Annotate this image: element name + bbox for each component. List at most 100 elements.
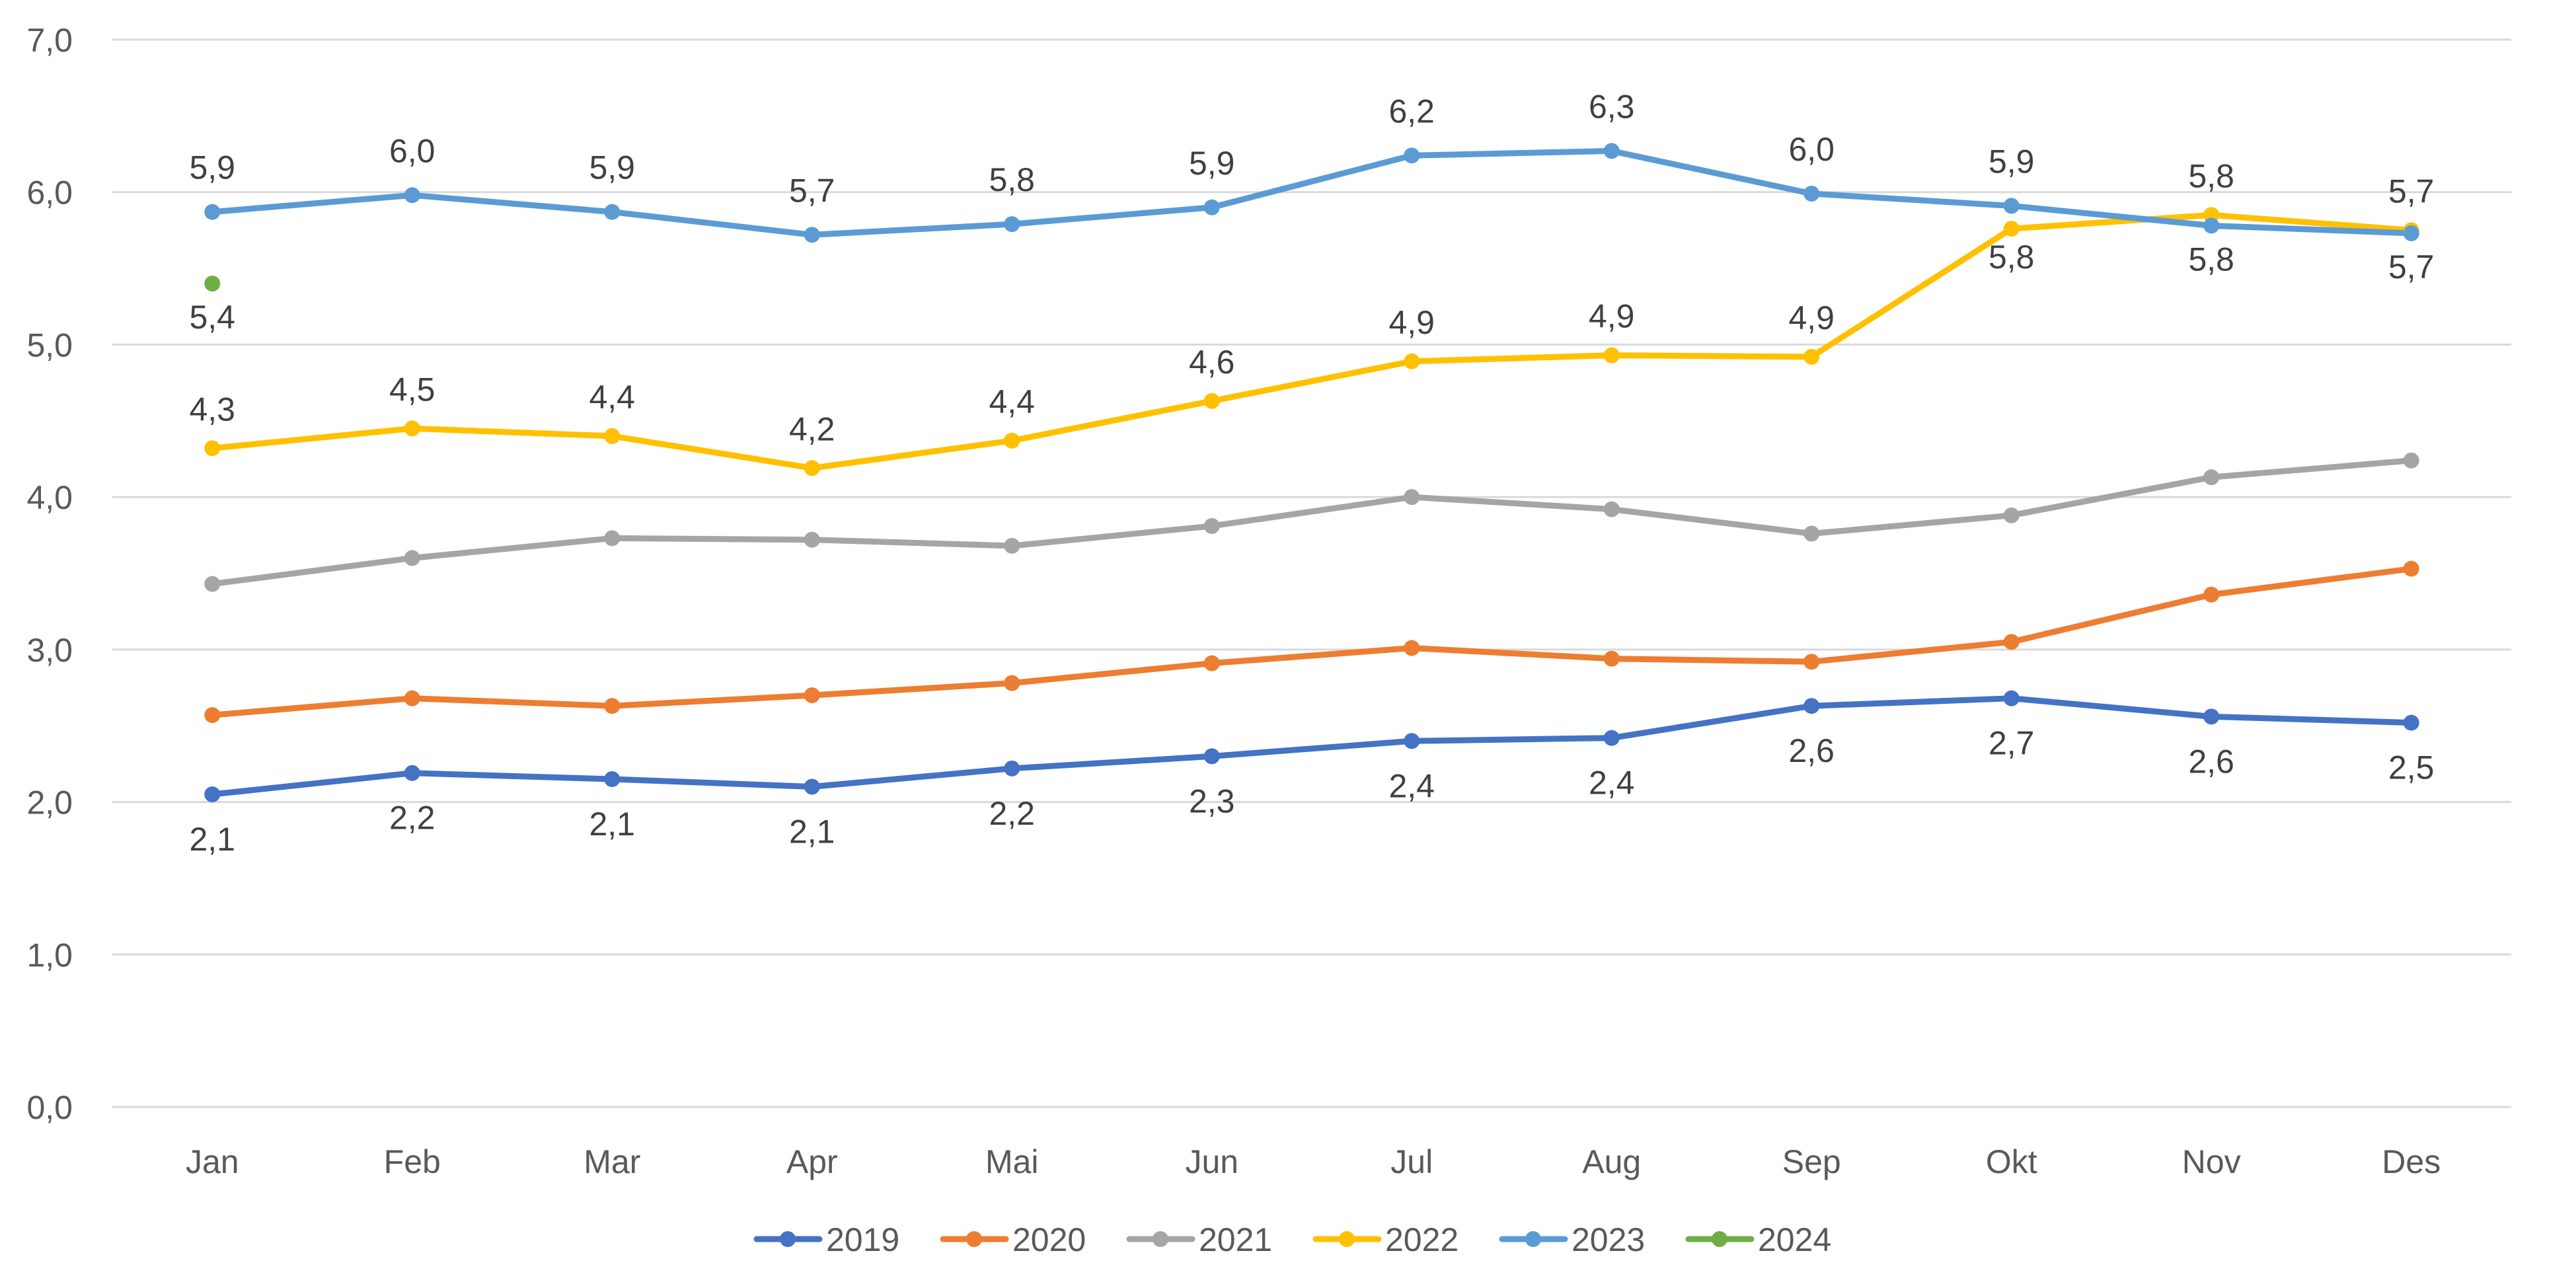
data-point-2020-Apr	[804, 687, 820, 704]
y-axis: 0,0 1,0 2,0 3,0 4,0 5,0 6,0 7,0	[26, 22, 73, 1126]
data-point-2022-Feb	[404, 420, 420, 437]
data-label-2019-Nov: 2,6	[2188, 743, 2234, 780]
legend-swatch-marker-2020	[966, 1231, 982, 1247]
data-point-2023-Sep	[1803, 186, 1820, 202]
y-tick-label: 4,0	[26, 479, 73, 516]
data-label-2019-Feb: 2,2	[389, 800, 436, 837]
data-point-2020-Aug	[1603, 650, 1620, 667]
data-point-2020-Feb	[404, 690, 420, 706]
data-point-2021-Feb	[404, 550, 420, 566]
data-label-2023-Apr: 5,7	[789, 172, 835, 209]
data-label-2023-Feb: 6,0	[389, 132, 436, 169]
y-tick-label: 3,0	[26, 632, 73, 669]
legend-label-2019: 2019	[826, 1221, 899, 1258]
data-label-2022-Okt: 5,8	[1989, 239, 2035, 276]
data-point-2019-Apr	[804, 778, 820, 795]
x-tick-label: Feb	[384, 1143, 441, 1180]
data-point-2023-Okt	[2003, 198, 2020, 214]
data-point-2020-Jul	[1404, 640, 1420, 656]
legend-label-2024: 2024	[1758, 1221, 1831, 1258]
series-line-2019	[209, 695, 2415, 798]
data-point-2023-Mai	[1004, 216, 1020, 233]
legend: 2019 2020 2021 2022 2023 2024	[753, 1221, 1831, 1258]
data-label-2023-Mar: 5,9	[589, 149, 635, 186]
legend-label-2022: 2022	[1385, 1221, 1458, 1258]
data-point-2020-Mai	[1004, 675, 1020, 691]
data-label-2019-Jul: 2,4	[1388, 767, 1435, 804]
data-point-2023-Jan	[204, 204, 221, 220]
data-point-2022-Mai	[1004, 432, 1020, 449]
data-label-2023-Jun: 5,9	[1189, 145, 1235, 182]
data-point-2020-Okt	[2003, 634, 2020, 650]
data-label-2023-Nov: 5,8	[2188, 241, 2234, 278]
data-point-2021-Mai	[1004, 537, 1020, 554]
legend-label-2023: 2023	[1572, 1221, 1645, 1258]
data-point-2023-Jul	[1404, 147, 1420, 164]
data-label-2024-Jan: 5,4	[189, 299, 235, 336]
data-point-2021-Aug	[1603, 501, 1620, 517]
data-label-2019-Okt: 2,7	[1989, 725, 2035, 762]
data-label-2023-Sep: 6,0	[1788, 131, 1835, 168]
data-label-2022-Jan: 4,3	[189, 391, 235, 428]
data-point-2019-Jun	[1203, 748, 1220, 765]
x-axis: Jan Feb Mar Apr Mai Jun Jul Aug Sep Okt Nov Des	[186, 1143, 2441, 1180]
data-point-2022-Aug	[1603, 347, 1620, 363]
data-label-2019-Des: 2,5	[2388, 749, 2435, 786]
data-point-2020-Sep	[1803, 654, 1820, 670]
data-point-2021-Jul	[1404, 489, 1420, 506]
legend-label-2020: 2020	[1012, 1221, 1086, 1258]
series-line-2020	[209, 566, 2415, 718]
data-label-2022-Des: 5,7	[2388, 172, 2435, 209]
data-label-2023-Aug: 6,3	[1589, 88, 1635, 125]
data-point-2020-Nov	[2203, 586, 2220, 603]
data-point-2020-Jan	[204, 707, 221, 724]
series-points	[204, 143, 2419, 803]
data-point-2021-Mar	[604, 530, 621, 547]
legend-swatch-marker-2019	[780, 1231, 796, 1247]
data-label-2022-Apr: 4,2	[789, 410, 835, 447]
data-point-2019-Des	[2403, 714, 2419, 731]
data-point-2020-Des	[2403, 560, 2419, 577]
data-point-2024-Jan	[204, 276, 221, 292]
x-tick-label: Mai	[985, 1143, 1039, 1180]
data-point-2019-Okt	[2003, 690, 2020, 706]
x-tick-label: Sep	[1782, 1143, 1841, 1180]
data-point-2019-Jul	[1404, 733, 1420, 749]
data-point-2022-Jun	[1203, 393, 1220, 409]
data-label-2023-Jul: 6,2	[1388, 93, 1435, 130]
y-tick-label: 1,0	[26, 936, 73, 973]
data-point-2022-Apr	[804, 460, 820, 476]
x-tick-label: Mar	[584, 1143, 640, 1180]
data-labels: 2,1 4,3 5,9 5,4 2,2 4,5 6,0 2,1 4,4 5,9 2,1 4,2 5,7 2…	[189, 88, 2434, 858]
data-point-2021-Apr	[804, 531, 820, 548]
data-point-2021-Jun	[1203, 517, 1220, 534]
data-label-2022-Feb: 4,5	[389, 371, 436, 408]
data-point-2019-Feb	[404, 765, 420, 781]
data-label-2019-Jun: 2,3	[1189, 782, 1235, 819]
data-point-2019-Sep	[1803, 698, 1820, 714]
data-point-2023-Jun	[1203, 199, 1220, 215]
data-point-2023-Nov	[2203, 217, 2220, 234]
data-point-2023-Feb	[404, 187, 420, 204]
x-tick-label: Des	[2382, 1143, 2441, 1180]
legend-swatch-marker-2023	[1525, 1231, 1541, 1247]
data-point-2019-Jan	[204, 786, 221, 803]
data-point-2023-Aug	[1603, 143, 1620, 159]
data-point-2023-Mar	[604, 204, 621, 220]
data-label-2022-Mar: 4,4	[589, 379, 635, 416]
x-tick-label: Okt	[1986, 1143, 2037, 1180]
data-label-2019-Aug: 2,4	[1589, 765, 1635, 802]
data-label-2023-Okt: 5,9	[1989, 143, 2035, 180]
data-point-2021-Jan	[204, 576, 221, 592]
y-tick-label: 5,0	[26, 326, 73, 363]
data-point-2021-Okt	[2003, 507, 2020, 523]
series-lines	[209, 147, 2415, 798]
data-point-2022-Sep	[1803, 348, 1820, 365]
data-point-2021-Nov	[2203, 469, 2220, 486]
data-label-2023-Mai: 5,8	[989, 161, 1035, 198]
y-tick-label: 0,0	[26, 1089, 73, 1126]
data-point-2020-Jun	[1203, 655, 1220, 671]
legend-swatch-marker-2022	[1339, 1231, 1355, 1247]
x-tick-label: Aug	[1582, 1143, 1641, 1180]
